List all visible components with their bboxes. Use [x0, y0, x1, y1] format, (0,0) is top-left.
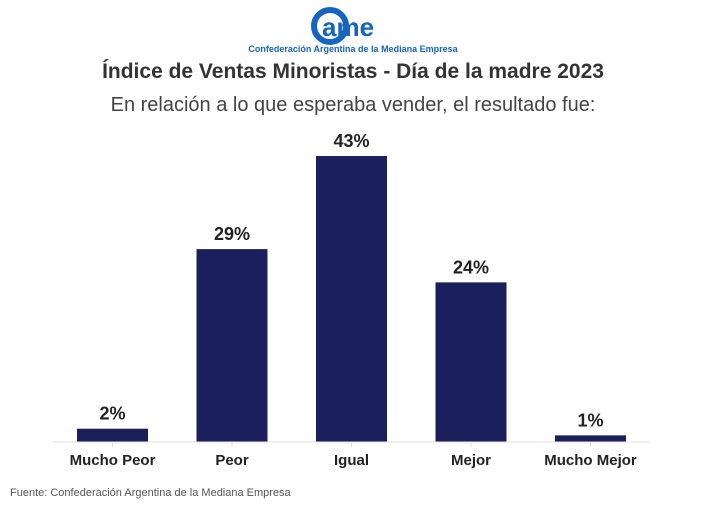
logo-tagline: Confederación Argentina de la Mediana Em…	[248, 44, 458, 54]
x-tick-label: Peor	[215, 452, 249, 469]
bar-peor	[196, 249, 268, 442]
data-label: 2%	[99, 404, 125, 424]
chart-subtitle: En relación a lo que esperaba vender, el…	[110, 94, 596, 116]
x-tick-label: Igual	[334, 452, 369, 469]
source-note: Fuente: Confederación Argentina de la Me…	[10, 487, 291, 499]
x-tick-label: Mucho Mejor	[544, 452, 637, 469]
bar-igual	[316, 156, 387, 442]
x-tick-label: Mucho Peor	[70, 452, 156, 469]
data-label: 43%	[333, 131, 369, 151]
chart-title: Índice de Ventas Minoristas - Día de la …	[102, 60, 604, 83]
bar-mucho-peor	[77, 428, 148, 442]
svg-text:ame: ame	[322, 12, 374, 42]
bar-mejor	[435, 282, 507, 442]
data-label: 24%	[453, 257, 489, 277]
data-label: 1%	[577, 410, 603, 430]
x-tick-label: Mejor	[451, 452, 491, 469]
bar-mucho-mejor	[555, 435, 626, 442]
came-logo: ame	[300, 6, 410, 46]
data-label: 29%	[214, 224, 250, 244]
